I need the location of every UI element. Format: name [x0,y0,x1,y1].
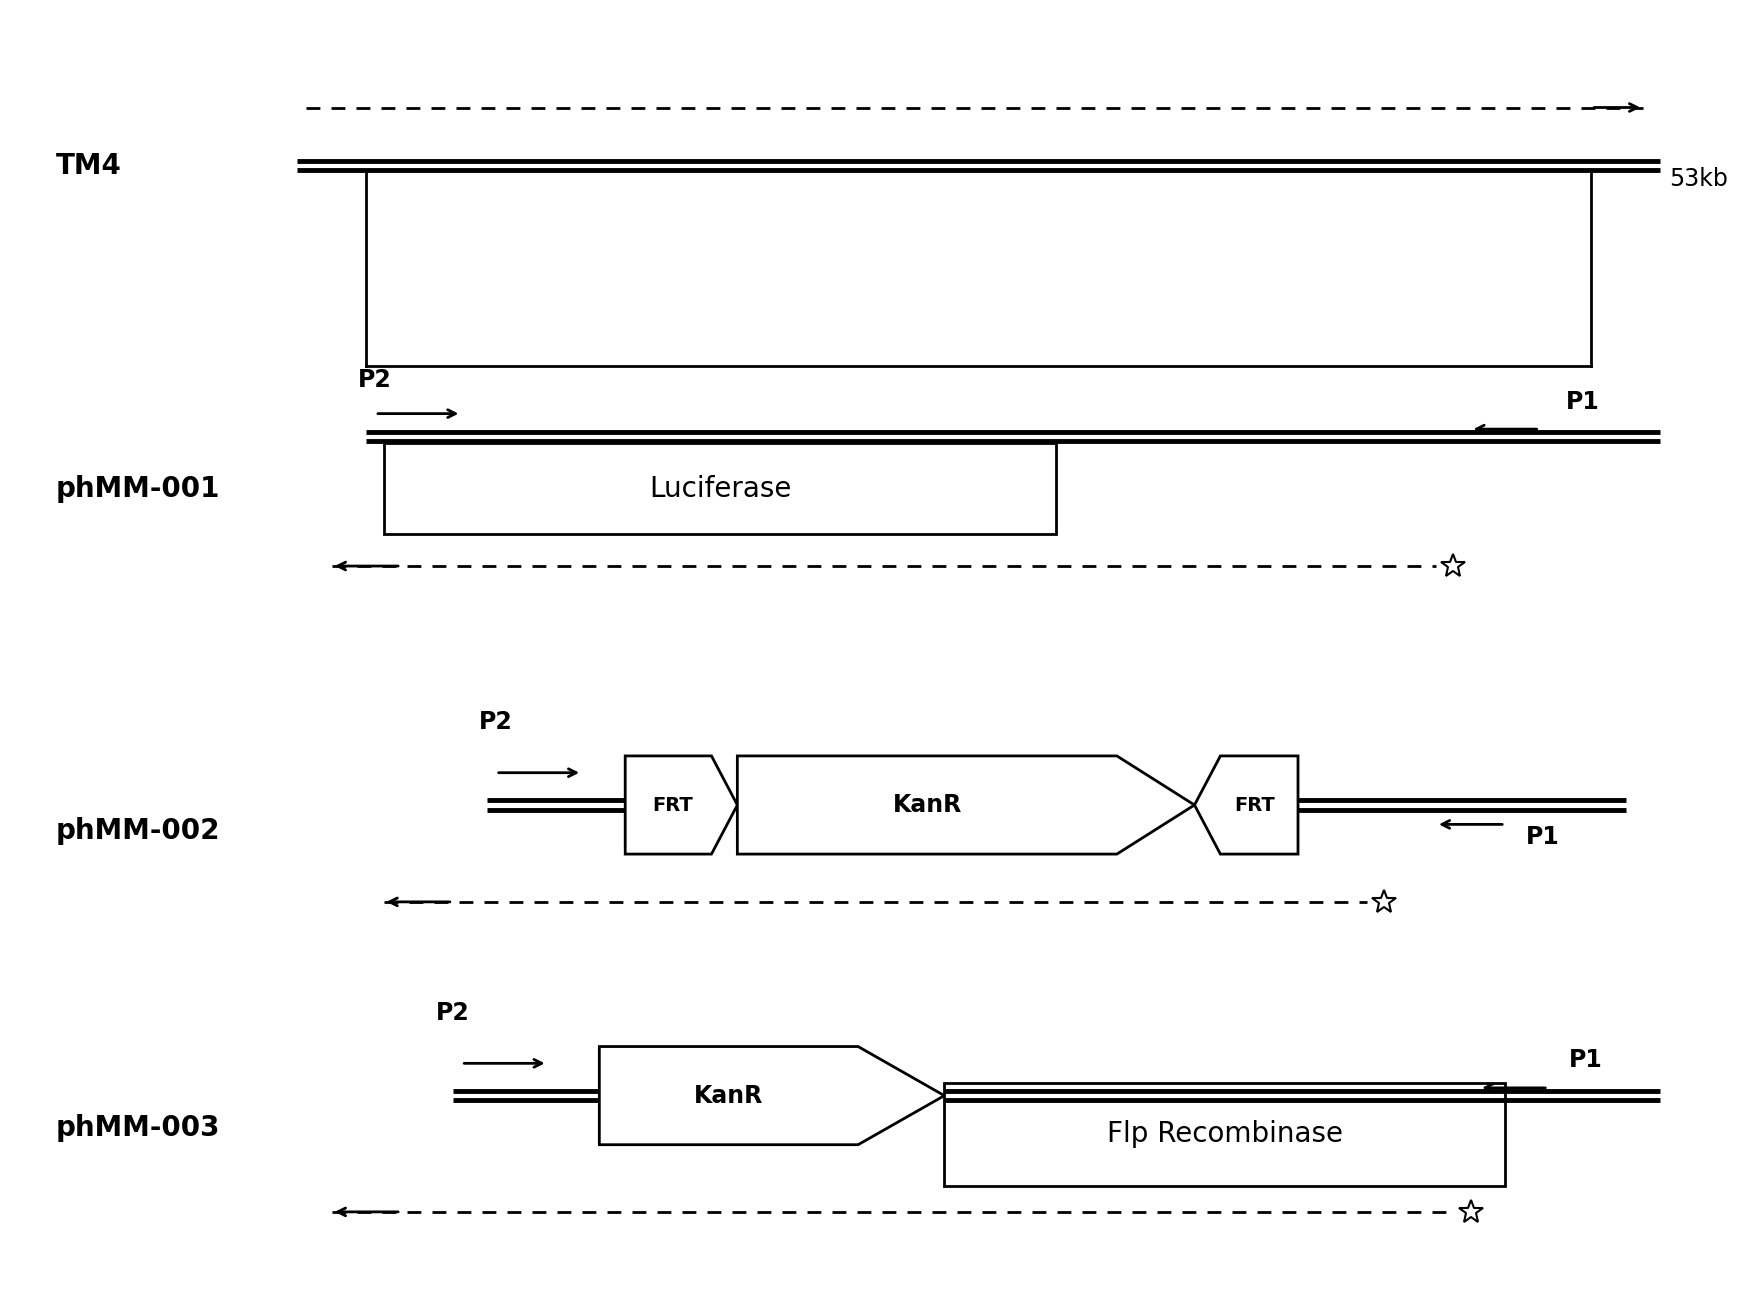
Text: Luciferase: Luciferase [649,474,790,503]
Text: P1: P1 [1565,390,1598,413]
Text: phMM-002: phMM-002 [56,816,220,845]
Text: KanR: KanR [892,793,961,816]
Text: P1: P1 [1525,826,1560,849]
Text: P2: P2 [358,368,391,391]
Text: FRT: FRT [1234,796,1276,815]
Text: phMM-003: phMM-003 [56,1114,220,1141]
Text: TM4: TM4 [56,152,122,179]
Text: Flp Recombinase: Flp Recombinase [1106,1121,1342,1148]
Text: phMM-001: phMM-001 [56,474,220,503]
Text: P1: P1 [1569,1048,1602,1072]
Bar [384,443,1056,534]
Bar [944,1083,1504,1186]
Text: FRT: FRT [653,796,693,815]
Text: KanR: KanR [695,1084,763,1108]
Polygon shape [599,1046,944,1145]
Polygon shape [738,755,1195,854]
Text: P2: P2 [478,710,513,734]
Text: 53kb: 53kb [1668,166,1728,191]
Text: P2: P2 [436,1001,469,1024]
Polygon shape [1195,755,1298,854]
Polygon shape [625,755,738,854]
